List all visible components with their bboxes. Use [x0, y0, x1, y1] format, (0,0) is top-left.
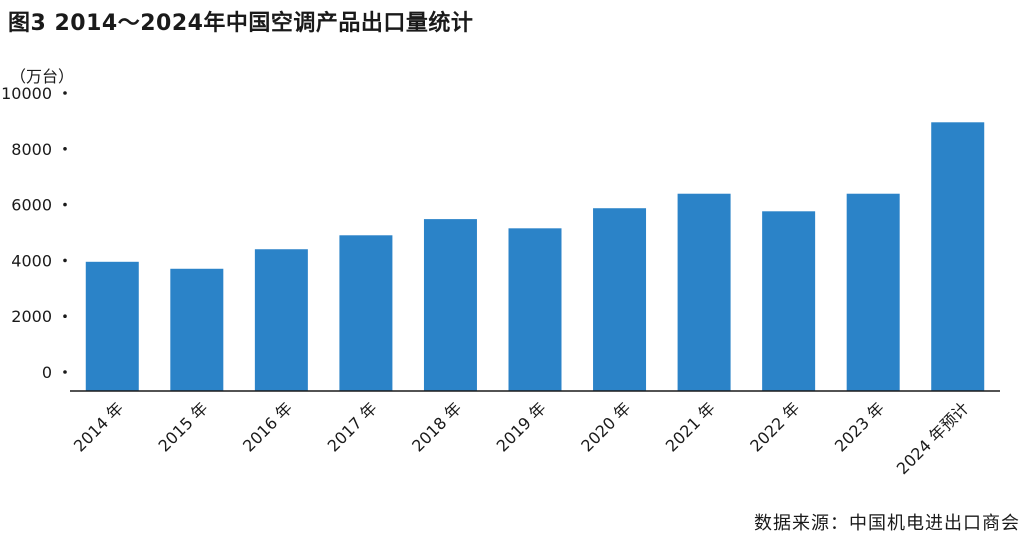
y-tick-label: 8000 [11, 140, 52, 159]
y-axis-ticks: 0 2000 4000 6000 8000 10000 [1, 84, 67, 382]
bar [254, 249, 308, 391]
x-axis-tick-labels: 2014 年 2015 年 2016 年 2017 年 2018 年 2019 年 2020… [70, 398, 973, 478]
bar [85, 261, 139, 391]
y-tick-mark [63, 370, 67, 374]
source-note: 数据来源：中国机电进出口商会 [754, 513, 1020, 534]
y-axis-unit-label: （万台） [10, 67, 75, 86]
y-tick-label: 2000 [11, 307, 52, 326]
bar [762, 211, 816, 391]
bar [846, 193, 900, 391]
x-tick-label: 2017 年 [324, 398, 381, 455]
bar [170, 268, 224, 391]
chart-title: 图3 2014～2024年中国空调产品出口量统计 [8, 11, 474, 36]
y-tick-mark [63, 314, 67, 319]
x-tick-label: 2021 年 [662, 398, 719, 455]
y-tick-mark [63, 202, 67, 207]
y-tick-label: 4000 [11, 251, 52, 270]
x-tick-label: 2019 年 [493, 398, 550, 455]
x-tick-label: 2023 年 [831, 398, 888, 455]
x-tick-label: 2018 年 [408, 398, 465, 455]
bar [423, 219, 477, 391]
bar [931, 122, 985, 392]
y-tick-mark [63, 147, 67, 151]
x-tick-label: 2020 年 [577, 398, 634, 455]
x-tick-label: 2015 年 [155, 398, 212, 455]
y-tick-label: 6000 [11, 196, 52, 215]
y-tick-mark [63, 258, 67, 263]
y-tick-mark [63, 91, 67, 95]
bar-series [85, 122, 985, 392]
y-tick-label: 10000 [1, 84, 52, 103]
bar [508, 228, 562, 391]
x-tick-label: 2014 年 [70, 398, 127, 455]
bar [339, 235, 393, 391]
x-tick-label: 2022 年 [746, 398, 803, 455]
bar [593, 208, 647, 391]
x-tick-label: 2024 年预计 [893, 398, 973, 478]
y-tick-label: 0 [42, 363, 52, 382]
bar [677, 193, 731, 391]
x-tick-label: 2016 年 [239, 398, 296, 455]
